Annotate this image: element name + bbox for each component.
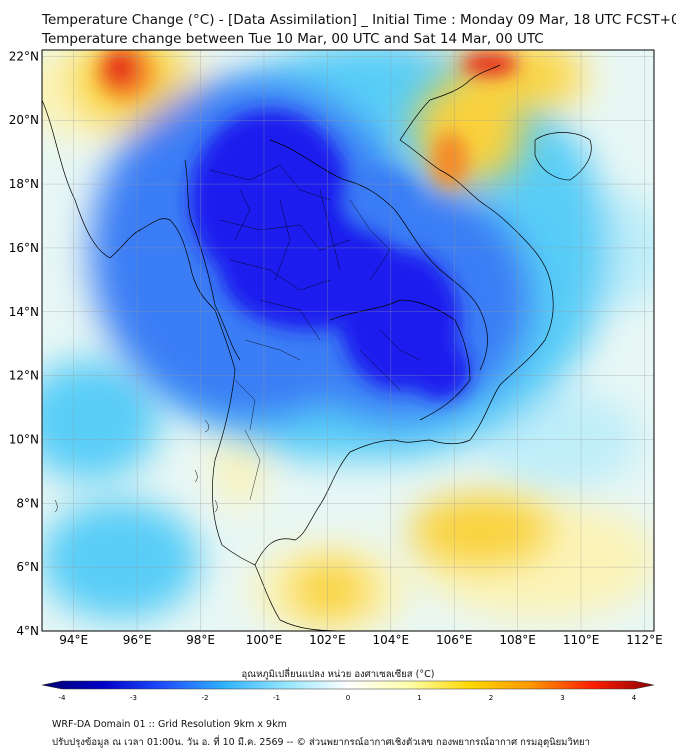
lon-tick-label: 100°E — [246, 633, 283, 647]
colorbar-tick-label: 4 — [632, 694, 637, 702]
field-blob — [104, 50, 136, 86]
colorbar-body — [41, 680, 655, 690]
lon-tick-label: 104°E — [373, 633, 410, 647]
border-myanmar-thailand — [184, 159, 241, 361]
lon-tick-label: 96°E — [123, 633, 152, 647]
lat-tick-label: 20°N — [9, 113, 39, 127]
lon-tick-label: 110°E — [563, 633, 600, 647]
colorbar-tick-label: 1 — [417, 694, 421, 702]
colorbar-tick-label: -4 — [59, 694, 67, 702]
title-line-2: Temperature change between Tue 10 Mar, 0… — [42, 31, 544, 47]
lat-tick-label: 16°N — [9, 241, 39, 255]
colorbar-label: อุณหภูมิเปลี่ยนแปลง หน่วย องศาเซลเซียส (… — [241, 669, 435, 680]
lon-tick-label: 102°E — [309, 633, 346, 647]
footer-line-1: WRF-DA Domain 01 :: Grid Resolution 9km … — [52, 719, 287, 730]
lat-tick-label: 10°N — [9, 432, 39, 446]
field-blob — [290, 562, 370, 618]
border-vietnam — [434, 264, 488, 371]
field-blob — [462, 52, 518, 76]
map-frame — [41, 49, 655, 632]
coastlines-and-borders — [42, 64, 592, 631]
islands — [54, 419, 218, 513]
field-blob — [410, 495, 550, 565]
coastline-gulf-of-thailand — [254, 139, 554, 566]
longitude-labels: 94°E 96°E 98°E 100°E 102°E 104°E 106°E 108°E 110… — [59, 633, 662, 647]
coastline-hainan — [534, 132, 592, 181]
lat-tick-label: 4°N — [16, 624, 39, 638]
colorbar-ticks: -4 -3 -2 -1 0 1 2 3 4 — [59, 694, 637, 702]
lon-tick-label: 94°E — [59, 633, 88, 647]
colorbar-tick-label: 0 — [346, 694, 350, 702]
field-blob — [345, 170, 415, 230]
field-blob — [42, 500, 200, 620]
borders-internal — [234, 329, 421, 501]
lon-tick-label: 106°E — [436, 633, 473, 647]
lon-tick-label: 98°E — [186, 633, 215, 647]
border-cambodia — [329, 299, 471, 421]
field-blob — [42, 360, 160, 480]
field-blob — [432, 132, 468, 188]
lat-tick-label: 12°N — [9, 369, 39, 383]
latitude-labels: 22°N 20°N 18°N 16°N 14°N 12°N 10°N 8°N 6°N 4°N — [9, 49, 39, 638]
lon-tick-label: 112°E — [626, 633, 663, 647]
colorbar-tick-label: -2 — [202, 694, 209, 702]
borders-internal — [209, 164, 391, 361]
colorbar: -4 -3 -2 -1 0 1 2 3 4 — [41, 680, 655, 702]
title-line-1: Temperature Change (°C) - [Data Assimila… — [42, 12, 676, 28]
map-field — [42, 50, 654, 631]
field-blob — [410, 340, 470, 400]
colorbar-tick-label: 2 — [489, 694, 493, 702]
field-core — [97, 50, 518, 400]
lat-tick-label: 6°N — [16, 560, 39, 574]
coastline-gulf-of-tonkin — [399, 64, 501, 141]
lat-tick-label: 8°N — [16, 496, 39, 510]
lat-tick-label: 14°N — [9, 305, 39, 319]
colorbar-tick-label: -1 — [273, 694, 280, 702]
footer-line-2: ปรับปรุงข้อมูล ณ เวลา 01:00น. วัน อ. ที่… — [52, 737, 590, 748]
border-laos — [269, 139, 436, 266]
lon-tick-label: 108°E — [499, 633, 536, 647]
lat-tick-label: 18°N — [9, 177, 39, 191]
colorbar-tick-label: -3 — [130, 694, 137, 702]
lat-tick-label: 22°N — [9, 49, 39, 63]
colorbar-tick-label: 3 — [560, 694, 564, 702]
